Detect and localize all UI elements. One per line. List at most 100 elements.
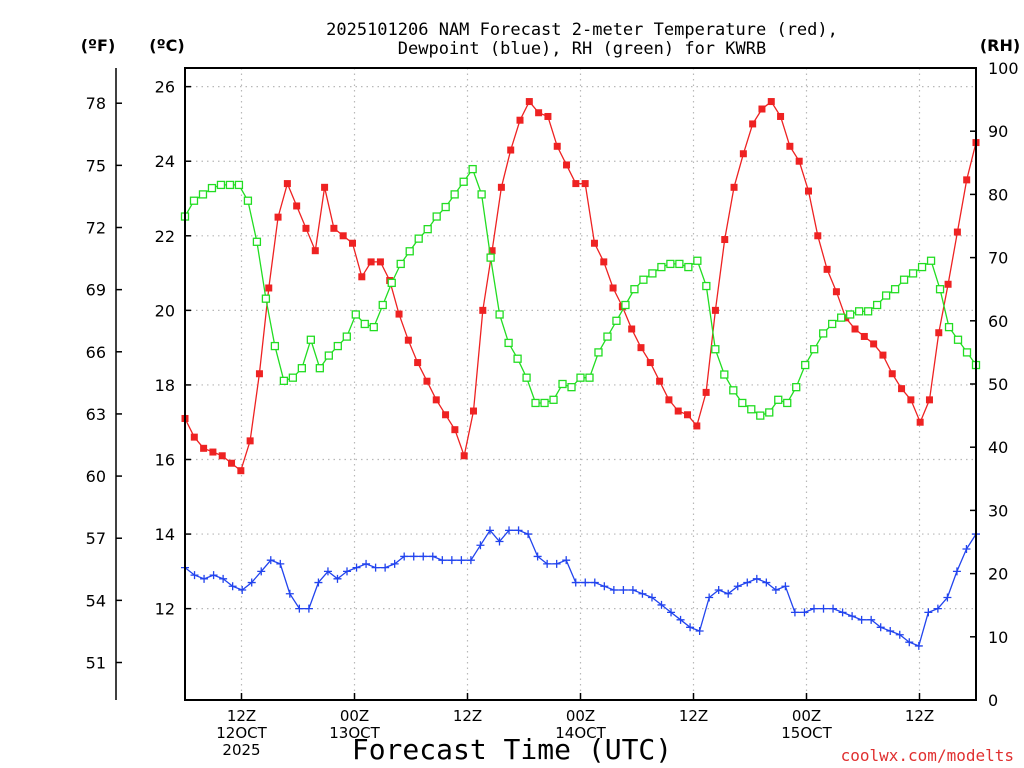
temperature-point [302,224,310,232]
dewpoint-point [848,612,857,621]
dewpoint-point [733,582,742,591]
dewpoint-point [724,589,733,598]
rh-point [917,262,927,272]
rh-point [270,341,280,351]
dewpoint-point [619,586,628,595]
chart-title-line2: Dewpoint (blue), RH (green) for KWRB [398,39,766,59]
time-tick-label: 00Z [792,707,821,725]
temperature-point [414,359,422,367]
dewpoint-point [676,615,685,624]
temperature-point [758,105,766,113]
dewpoint-point [419,552,428,561]
dewpoint-point [695,627,704,636]
series-line-celsius [184,100,977,472]
rh-point [783,398,792,408]
rh-unit-label: (RH) [980,36,1020,55]
source-credit[interactable]: coolwx.com/modelts [841,746,1014,765]
temperature-point [898,385,906,393]
temperature-point [516,116,524,124]
rh-point [576,373,585,382]
rh-point [198,190,208,199]
temperature-point [228,459,236,467]
temperature-point [832,288,840,296]
rh-point [522,373,531,382]
fahrenheit-tick-label: 72 [86,219,106,238]
temperature-point [916,418,924,426]
rh-point [738,398,747,408]
temperature-point [479,306,487,314]
temperature-point [656,377,664,385]
time-tick-label: 12Z [679,707,708,725]
x-axis-label: Forecast Time (UTC) [352,733,672,766]
temperature-point [423,377,431,385]
dewpoint-point [323,567,332,576]
dewpoint-point [819,604,828,613]
temperature-point [283,180,291,188]
fahrenheit-tick-label: 51 [86,654,106,673]
rh-tick-label: 80 [988,185,1008,204]
dewpoint-point [857,615,866,624]
dewpoint-point [657,600,666,609]
chart-title-line1: 2025101206 NAM Forecast 2-meter Temperat… [326,20,838,40]
rh-point [801,360,810,370]
temperature-point [255,370,263,378]
dewpoint-point [514,526,523,535]
temperature-point [907,396,915,404]
temperature-point [218,452,226,460]
rh-point [899,275,909,284]
rh-point [477,190,486,199]
rh-point [189,196,199,205]
fahrenheit-tick-label: 75 [86,156,106,175]
temperature-point [646,359,654,367]
temperature-point [553,142,561,150]
temperature-point [870,340,878,348]
dewpoint-point [276,559,285,568]
dewpoint-point [914,641,923,650]
rh-point [315,364,324,373]
temperature-point [823,265,831,273]
dewpoint-point [409,552,418,561]
rh-point [684,262,693,272]
dewpoint-point [200,574,209,583]
dewpoint-point [457,556,466,565]
rh-point [935,285,945,294]
rh-point [881,291,891,300]
temperature-point [637,344,645,352]
dewpoint-point [295,604,304,613]
rh-point [405,247,414,256]
series-layer [180,98,981,650]
rh-point [926,256,936,265]
rh-point [252,237,262,246]
rh-point [504,338,513,348]
temperature-point [330,224,338,232]
fahrenheit-tick-label: 69 [86,281,106,300]
rh-point [459,177,468,186]
dewpoint-point [714,586,723,595]
temperature-point [432,396,440,404]
dewpoint-point [343,567,352,576]
rh-tick-label: 0 [988,691,998,710]
rh-point [333,341,342,351]
fahrenheit-tick-label: 63 [86,405,106,424]
rh-point [953,335,963,344]
time-tick-label: 12Z [227,707,256,725]
temperature-point [460,452,468,460]
dewpoint-point [352,563,361,572]
rh-point [594,348,603,357]
rh-point [243,196,253,205]
dewpoint-point [809,604,818,613]
temperature-point [693,422,701,430]
dewpoint-point [447,556,456,565]
time-tick-label: 13OCT [329,724,380,742]
temperature-point [944,280,952,288]
rh-point [567,383,576,392]
temperature-point [376,258,384,266]
rh-point [819,329,828,338]
temperature-point [702,388,710,396]
dewpoint-point [257,567,266,576]
rh-point [234,180,244,190]
temperature-point [953,228,961,236]
rh-point [944,322,954,332]
rh-point [324,351,333,360]
